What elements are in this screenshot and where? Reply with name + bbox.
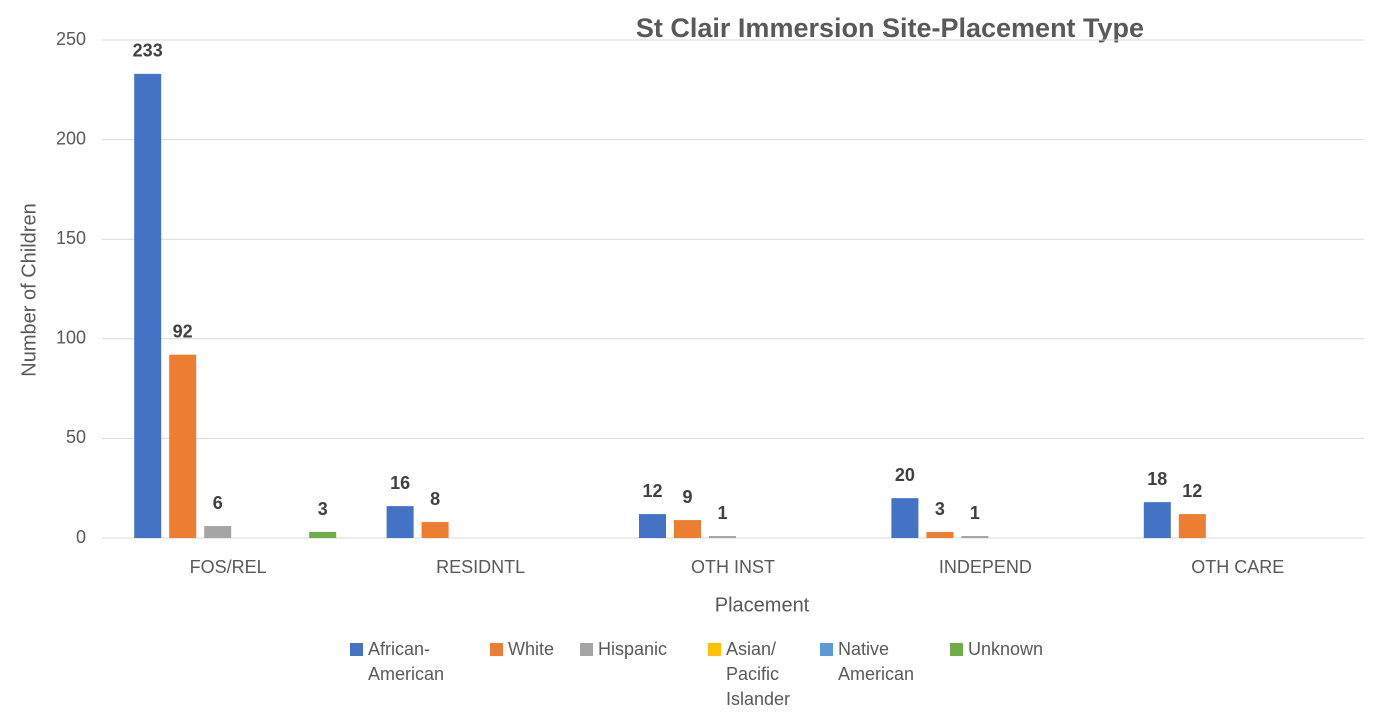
y-axis-label: Number of Children <box>18 203 40 376</box>
data-label: 18 <box>1147 469 1167 489</box>
x-tick-label: OTH INST <box>691 557 775 577</box>
bar <box>891 498 919 538</box>
chart-title: St Clair Immersion Site-Placement Type <box>636 13 1144 43</box>
data-label: 1 <box>717 503 727 523</box>
data-label: 3 <box>935 499 945 519</box>
x-axis-label: Placement <box>715 594 810 616</box>
bar <box>169 354 197 538</box>
legend-item: Hispanic <box>580 637 694 662</box>
legend-item: Unknown <box>950 637 1064 662</box>
bar <box>674 520 701 538</box>
legend-swatch <box>490 643 503 656</box>
y-tick-label: 50 <box>66 427 86 447</box>
data-label: 16 <box>390 473 410 493</box>
legend-swatch <box>950 643 963 656</box>
legend-label: Unknown <box>968 639 1044 659</box>
data-label: 3 <box>318 499 328 519</box>
x-tick-label: INDEPEND <box>939 557 1032 577</box>
bar <box>421 522 449 538</box>
y-tick-label: 100 <box>56 328 86 348</box>
bar <box>134 73 162 538</box>
bar <box>961 536 989 538</box>
x-tick-label: FOS/REL <box>190 557 267 577</box>
legend-swatch <box>820 643 833 656</box>
x-tick-label: OTH CARE <box>1191 557 1284 577</box>
data-label: 1 <box>970 503 980 523</box>
data-label: 92 <box>173 321 193 341</box>
x-tick-label: RESIDNTL <box>436 557 525 577</box>
data-label: 12 <box>1182 481 1202 501</box>
legend-label: African-American <box>368 639 445 684</box>
legend-item: White <box>490 637 604 662</box>
y-tick-label: 150 <box>56 228 86 248</box>
data-label: 12 <box>642 481 662 501</box>
y-tick-label: 250 <box>56 29 86 49</box>
bar <box>1143 502 1171 538</box>
bar <box>204 526 232 538</box>
bar <box>1178 514 1206 538</box>
legend-item: Native American <box>820 637 934 687</box>
bar <box>926 532 954 538</box>
bar <box>709 536 736 538</box>
data-label: 233 <box>133 41 163 61</box>
y-tick-label: 0 <box>76 527 86 547</box>
bar <box>386 506 414 538</box>
data-label: 9 <box>682 487 692 507</box>
data-label: 6 <box>213 493 223 513</box>
legend-item: Asian/ Pacific Islander <box>708 637 822 712</box>
y-tick-label: 200 <box>56 128 86 148</box>
legend-label: Native American <box>838 639 915 684</box>
legend-swatch <box>350 643 363 656</box>
legend-swatch <box>580 643 593 656</box>
bar <box>309 532 337 538</box>
legend-swatch <box>708 643 721 656</box>
data-label: 8 <box>430 489 440 509</box>
legend-label: Hispanic <box>598 639 668 659</box>
data-label: 20 <box>895 465 915 485</box>
legend-label: Asian/ Pacific Islander <box>726 639 791 709</box>
bar <box>639 514 666 538</box>
legend-item: African-American <box>350 637 464 687</box>
legend-label: White <box>508 639 555 659</box>
